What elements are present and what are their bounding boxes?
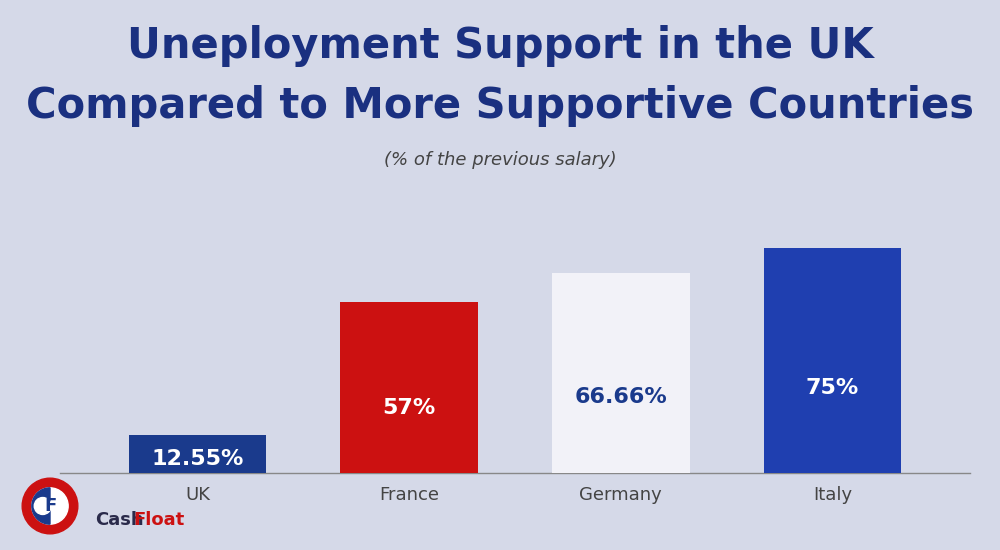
Text: Compared to More Supportive Countries: Compared to More Supportive Countries (26, 85, 974, 127)
Circle shape (34, 498, 51, 514)
Text: Uneployment Support in the UK: Uneployment Support in the UK (127, 25, 873, 67)
Text: (% of the previous salary): (% of the previous salary) (384, 151, 616, 169)
Text: Cash: Cash (95, 511, 144, 529)
Circle shape (32, 488, 68, 524)
Bar (340, 302, 478, 473)
Text: F: F (44, 497, 56, 515)
Text: Float: Float (133, 511, 184, 529)
Wedge shape (32, 488, 50, 524)
Text: 66.66%: 66.66% (574, 387, 667, 407)
Text: 75%: 75% (806, 378, 859, 398)
Bar (129, 436, 266, 473)
Text: 12.55%: 12.55% (151, 449, 244, 469)
Circle shape (22, 478, 78, 534)
Text: 57%: 57% (383, 398, 436, 418)
Bar (764, 249, 901, 473)
Bar (552, 273, 690, 473)
